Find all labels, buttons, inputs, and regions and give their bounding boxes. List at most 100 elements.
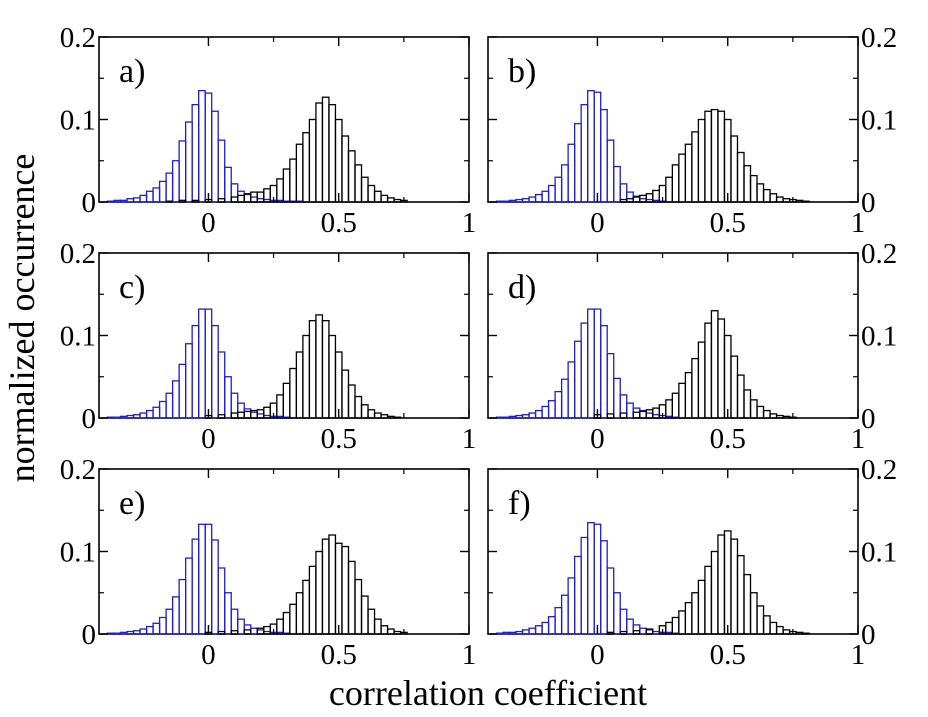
histogram-bar — [237, 194, 245, 203]
histogram-bar — [567, 143, 576, 203]
histogram-bar — [230, 392, 239, 419]
histogram-bar — [665, 399, 673, 419]
histogram-bar — [178, 578, 187, 635]
histogram-bar — [380, 414, 389, 419]
histogram-bar — [224, 166, 232, 203]
histogram-bar — [282, 382, 291, 419]
histogram-bar — [289, 158, 298, 203]
histogram-bar — [211, 110, 219, 203]
x-tick-label: 0 — [201, 423, 216, 455]
series-blue — [106, 308, 291, 419]
panel-label: f) — [508, 485, 531, 522]
histogram-bar — [217, 567, 226, 635]
x-tick-label: 1 — [462, 423, 477, 455]
histogram-bar — [380, 194, 389, 203]
histogram-bar — [671, 164, 680, 203]
series-blue — [495, 89, 667, 203]
histogram-bar — [495, 200, 504, 203]
series-blue — [106, 523, 291, 635]
histogram-bar — [237, 402, 245, 419]
histogram-bar — [367, 184, 376, 203]
histogram-bar — [198, 89, 206, 203]
histogram-bar — [347, 150, 356, 203]
histogram-bar — [276, 394, 284, 419]
histogram-bar — [328, 104, 337, 203]
histogram-bar — [554, 176, 563, 203]
histogram-bar — [626, 402, 634, 419]
histogram-bar — [393, 416, 402, 419]
histogram-bar — [697, 341, 706, 419]
histogram-bar — [541, 621, 550, 635]
histogram-bar — [360, 176, 369, 203]
histogram-bar — [736, 151, 745, 203]
x-tick-label: 1 — [851, 423, 866, 455]
histogram-bar — [198, 523, 206, 635]
histogram-bar — [230, 183, 239, 203]
histogram-bar — [769, 621, 778, 635]
x-tick-label: 0 — [590, 639, 605, 671]
histogram-bar — [554, 390, 563, 419]
histogram-bar — [645, 193, 654, 203]
histogram-bar — [217, 414, 226, 419]
histogram-bar — [237, 618, 245, 635]
histogram-bar — [191, 324, 200, 419]
histogram-bar — [347, 384, 356, 419]
histogram-bar — [106, 416, 115, 419]
histogram-bar — [749, 174, 758, 203]
series-black — [593, 310, 797, 419]
histogram-bar — [217, 139, 226, 203]
panel-f: 0 0.5 100.10.2f) — [487, 454, 897, 671]
histogram-bar — [393, 630, 402, 635]
histogram-bar — [165, 392, 174, 419]
panel-label: a) — [119, 53, 145, 90]
histogram-bar — [795, 631, 804, 635]
histogram-bar — [593, 91, 602, 203]
x-tick-label: 1 — [851, 207, 866, 239]
histogram-bar — [736, 374, 745, 419]
histogram-bar — [782, 629, 791, 635]
histogram-bar — [756, 183, 765, 203]
histogram-bar — [386, 197, 395, 203]
y-tick-label: 0 — [861, 187, 876, 219]
histogram-bar — [710, 108, 719, 203]
histogram-bar — [619, 412, 628, 419]
histogram-bar — [152, 622, 161, 635]
histogram-bar — [508, 631, 517, 635]
histogram-bar — [308, 319, 317, 419]
histogram-bar — [678, 610, 687, 635]
histogram-bar — [684, 371, 693, 419]
histogram-bar — [717, 534, 726, 635]
histogram-bar — [126, 198, 135, 203]
histogram-bar — [165, 200, 174, 203]
histogram-bar — [587, 521, 595, 635]
histogram-bar — [580, 322, 589, 419]
histogram-bar — [204, 92, 213, 203]
histogram-bar — [573, 122, 582, 203]
histogram-bar — [593, 523, 602, 635]
histogram-bar — [132, 197, 141, 203]
y-tick-label: 0 — [861, 619, 876, 651]
histogram-bar — [152, 187, 161, 203]
histogram-bar — [775, 625, 784, 635]
x-tick-label: 0 — [590, 423, 605, 455]
histogram-bar — [315, 102, 324, 203]
histogram-bar — [613, 165, 621, 203]
histogram-bar — [178, 363, 187, 419]
histogram-bar — [665, 176, 673, 203]
panel-c: 0 0.5 1 0 0.1 0.2 c) — [60, 238, 477, 455]
histogram-bar — [547, 184, 556, 203]
histogram-bar — [684, 602, 693, 635]
histogram-bar — [801, 200, 810, 203]
histogram-bar — [302, 334, 311, 419]
histogram-bar — [547, 616, 556, 635]
histogram-bar — [360, 595, 369, 635]
histogram-bar — [587, 89, 595, 203]
histogram-bar — [237, 411, 245, 419]
histogram-bar — [515, 414, 524, 419]
histogram-bar — [328, 534, 337, 635]
histogram-bar — [580, 536, 589, 635]
histogram-bar — [119, 199, 128, 203]
histogram-bar — [678, 382, 687, 419]
histogram-bar — [224, 376, 232, 419]
